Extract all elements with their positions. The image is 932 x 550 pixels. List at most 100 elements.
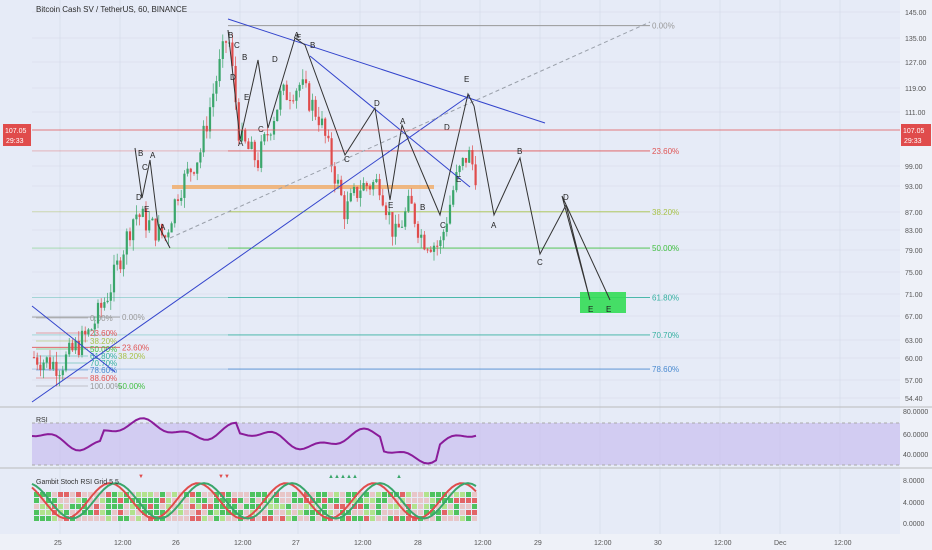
stoch-tick-label: 4.0000 bbox=[903, 500, 925, 507]
stoch-grid-cell bbox=[82, 516, 87, 521]
stoch-grid-cell bbox=[412, 492, 417, 497]
time-tick-label: 28 bbox=[414, 540, 422, 547]
stoch-grid-cell bbox=[64, 510, 69, 515]
stoch-grid-cell bbox=[64, 492, 69, 497]
stoch-grid-cell bbox=[190, 498, 195, 503]
time-tick-label: 12:00 bbox=[354, 540, 372, 547]
stoch-grid-cell bbox=[256, 498, 261, 503]
stoch-grid-cell bbox=[400, 492, 405, 497]
candle-body bbox=[106, 300, 109, 303]
stoch-grid-cell bbox=[184, 498, 189, 503]
stoch-grid-cell bbox=[88, 498, 93, 503]
stoch-grid-cell bbox=[88, 510, 93, 515]
wave-label: C bbox=[142, 163, 148, 172]
candle-body bbox=[244, 129, 247, 142]
wave-label: B bbox=[420, 203, 425, 212]
stoch-marker-up: ▲ bbox=[352, 474, 358, 480]
stoch-grid-cell bbox=[370, 510, 375, 515]
stoch-grid-cell bbox=[148, 498, 153, 503]
stoch-grid-cell bbox=[376, 510, 381, 515]
candle-body bbox=[109, 292, 112, 301]
stoch-grid-cell bbox=[466, 510, 471, 515]
stoch-grid-cell bbox=[304, 510, 309, 515]
stoch-grid-cell bbox=[136, 510, 141, 515]
stoch-grid-cell bbox=[436, 498, 441, 503]
candle-body bbox=[61, 370, 64, 376]
candle-body bbox=[426, 249, 429, 251]
stoch-grid-cell bbox=[208, 510, 213, 515]
candle-body bbox=[330, 138, 333, 167]
stoch-grid-cell bbox=[244, 492, 249, 497]
stoch-grid-cell bbox=[112, 504, 117, 509]
stoch-grid-cell bbox=[106, 510, 111, 515]
candle-body bbox=[439, 240, 442, 247]
stoch-grid-cell bbox=[118, 510, 123, 515]
candle-body bbox=[103, 302, 106, 308]
stoch-grid-cell bbox=[442, 510, 447, 515]
stoch-grid-cell bbox=[442, 504, 447, 509]
stoch-grid-cell bbox=[178, 510, 183, 515]
elliott-wave-lines bbox=[134, 29, 611, 301]
stoch-grid-cell bbox=[88, 492, 93, 497]
stoch-grid-cell bbox=[184, 510, 189, 515]
price-tag-left bbox=[3, 124, 31, 146]
candle-body bbox=[429, 249, 432, 252]
fib-mini-label: 50.00% bbox=[90, 345, 117, 354]
candle-body bbox=[311, 99, 314, 111]
price-tick-label: 87.00 bbox=[905, 210, 923, 217]
stoch-grid-cell bbox=[34, 504, 39, 509]
rsi-tick-label: 40.0000 bbox=[903, 452, 928, 459]
stoch-grid-cell bbox=[34, 498, 39, 503]
wave-label: D bbox=[444, 123, 450, 132]
stoch-grid-cell bbox=[94, 516, 99, 521]
candle-body bbox=[442, 231, 445, 241]
stoch-grid-cell bbox=[196, 516, 201, 521]
candle-body bbox=[84, 330, 87, 335]
price-tag-right-price: 107.05 bbox=[903, 128, 925, 135]
stoch-grid-cell bbox=[160, 504, 165, 509]
fib-mini-label: 0.00% bbox=[90, 314, 113, 323]
candle-body bbox=[416, 223, 420, 238]
stoch-grid-cell bbox=[196, 504, 201, 509]
stoch-grid-cell bbox=[424, 498, 429, 503]
candle-body bbox=[180, 197, 183, 201]
candle-body bbox=[221, 41, 224, 59]
stoch-grid-cell bbox=[262, 492, 267, 497]
candle-body bbox=[196, 162, 199, 174]
wave-label: C bbox=[440, 221, 446, 230]
candle-body bbox=[112, 264, 116, 293]
candle-body bbox=[87, 329, 90, 335]
price-tag-left-timer: 29:33 bbox=[6, 138, 24, 145]
candle-body bbox=[170, 223, 173, 233]
stoch-grid-cell bbox=[454, 492, 459, 497]
candle-body bbox=[317, 116, 320, 126]
candle-body bbox=[378, 179, 381, 196]
stoch-grid-cell bbox=[448, 510, 453, 515]
wave-top bbox=[227, 29, 306, 141]
stoch-grid-cell bbox=[382, 510, 387, 515]
candle-body bbox=[464, 157, 468, 163]
stoch-grid-cell bbox=[256, 516, 261, 521]
wave-label: A bbox=[150, 151, 156, 160]
candle-body bbox=[128, 231, 132, 241]
stoch-grid-cell bbox=[34, 510, 39, 515]
candle-body bbox=[224, 41, 228, 43]
stoch-grid-cell bbox=[40, 504, 45, 509]
stoch-grid-cell bbox=[322, 504, 327, 509]
stoch-grid-cell bbox=[334, 504, 339, 509]
stoch-grid-cell bbox=[226, 498, 231, 503]
stoch-grid-cell bbox=[370, 492, 375, 497]
stoch-grid-cell bbox=[112, 498, 117, 503]
candle-body bbox=[266, 134, 269, 136]
stoch-grid-cell bbox=[214, 498, 219, 503]
candle-body bbox=[100, 302, 103, 308]
stoch-grid-cell bbox=[328, 498, 333, 503]
stoch-grid-cell bbox=[112, 492, 117, 497]
stoch-grid-cell bbox=[256, 492, 261, 497]
stoch-grid-cell bbox=[100, 510, 105, 515]
projection-wave-label: C bbox=[537, 258, 543, 267]
stoch-heat-grid bbox=[34, 492, 477, 521]
candle-body bbox=[471, 150, 474, 165]
stoch-grid-cell bbox=[52, 516, 57, 521]
